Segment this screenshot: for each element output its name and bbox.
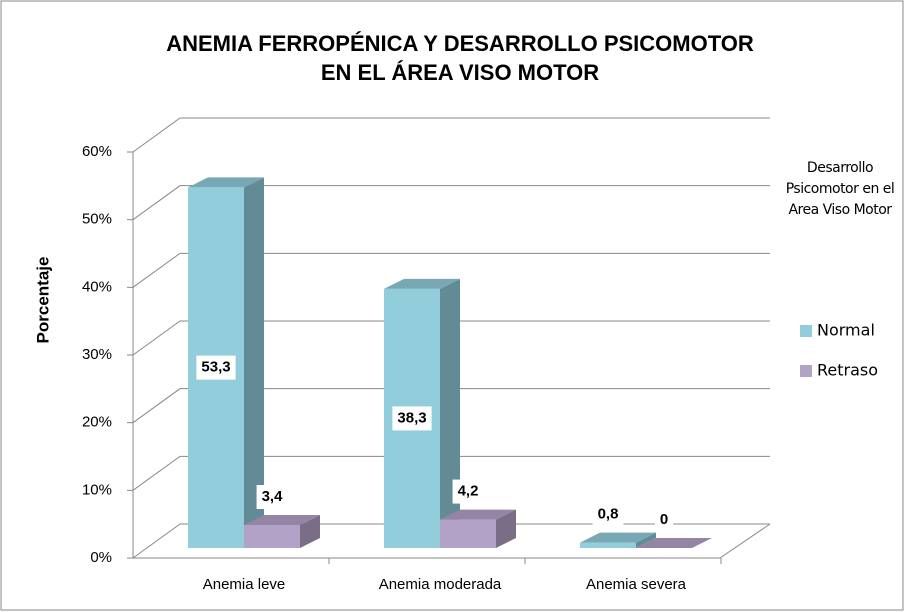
legend-swatch [800,325,812,337]
bar-side [440,278,460,548]
data-label-text: 53,3 [201,359,230,376]
grid-line [132,523,770,559]
grid-line [132,252,770,288]
grid-line [132,117,770,153]
y-tick-label: 50% [82,211,112,228]
y-tick-label: 10% [82,481,112,498]
bar-side [300,514,320,548]
data-label-box [452,479,484,504]
chart-title: EN EL ÁREA VISO MOTOR [321,60,599,85]
data-label: 4,2 [452,479,484,504]
bar-side [496,509,516,548]
y-tick-label: 60% [82,143,112,160]
legend-label: Retraso [817,361,878,380]
bar [580,542,636,548]
legend-title: Desarrollo Psicomotor en el Area Viso Mo… [785,160,895,218]
data-label-box [654,508,674,532]
bar [440,519,496,548]
data-label: 0,8 [592,502,624,527]
data-label-text: 38,3 [397,409,426,426]
bar-top [188,177,264,188]
data-label-box [392,406,432,431]
grid-line [132,320,770,356]
data-label: 3,4 [256,484,289,509]
data-label-box [196,355,236,380]
x-tick-label: Anemia leve [203,576,286,593]
y-tick-label: 40% [82,278,112,295]
grid-line [132,455,770,491]
data-label-box [256,484,289,509]
data-label-text: 0 [660,511,668,528]
grid-line [132,388,770,424]
data-label-text: 4,2 [458,483,479,500]
y-axis-title: Porcentaje [33,257,52,344]
legend-label: Normal [817,321,875,340]
bar-top [384,278,460,289]
x-tick-label: Anemia moderada [379,576,502,593]
data-label: 0 [654,508,674,532]
data-label-text: 0,8 [598,506,619,523]
bar-side [636,532,656,548]
legend-swatch [800,365,812,377]
bar-side [244,177,264,548]
y-tick-label: 30% [82,346,112,363]
chart-title: ANEMIA FERROPÉNICA Y DESARROLLO PSICOMOT… [166,31,754,56]
bar-top [440,509,516,520]
data-label: 53,3 [196,355,236,380]
bar-top [244,514,320,525]
y-tick-label: 20% [82,414,112,431]
bar-top [580,532,656,543]
data-label-box [592,502,624,527]
y-tick-label: 0% [90,549,112,566]
data-label: 38,3 [392,406,432,431]
bar-top [636,538,712,548]
grid-line [132,185,770,221]
x-tick-label: Anemia severa [586,576,687,593]
bar [244,524,300,548]
data-label-text: 3,4 [262,488,284,505]
